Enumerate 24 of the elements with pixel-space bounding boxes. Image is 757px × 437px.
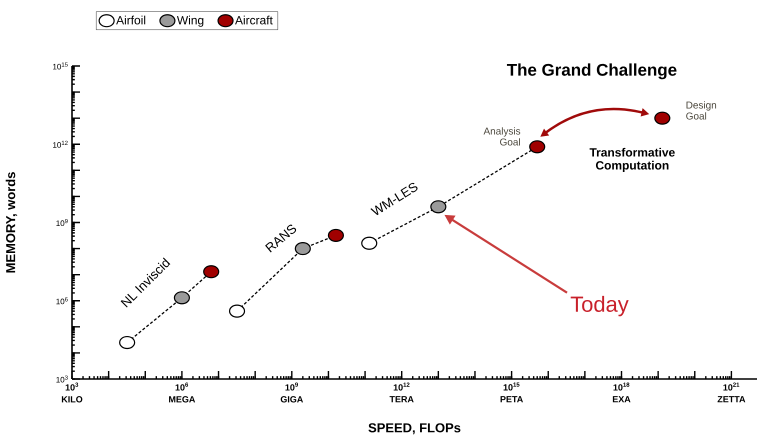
x-tick-label: 10$^{21}$	[723, 382, 740, 391]
x-tick-label: 10$^{18}$	[614, 382, 630, 391]
legend-label: Aircraft	[235, 16, 273, 24]
x-tick-label: 10$^{15}$	[504, 382, 520, 391]
text: GIGA	[280, 396, 304, 402]
text: KILO	[62, 396, 82, 402]
annotation: Analysis Goal	[484, 127, 520, 146]
text: MEGA	[169, 396, 196, 402]
x-tick-label: 10$^{12}$	[394, 382, 410, 391]
annotation: Design Goal	[686, 101, 716, 120]
annotation: Today	[570, 296, 629, 316]
text: PETA	[500, 396, 523, 402]
x-tick-label: 10$^{6}$	[176, 382, 188, 391]
text: TERA	[390, 396, 414, 402]
x-tick-label: 10$^{3}$	[66, 382, 78, 391]
annotation: The Grand Challenge	[506, 63, 677, 80]
x-tick-label: 10$^{9}$	[285, 382, 298, 391]
legend-label: Wing	[176, 16, 204, 27]
x-axis-title: SPEED, FLOPs	[368, 423, 460, 434]
legend-label: Airfoil	[116, 16, 146, 24]
text: ZETTA	[718, 396, 746, 402]
annotation: Transformative Computation	[590, 148, 675, 172]
y-axis-title: MEMORY, words	[6, 172, 18, 272]
text: EXA	[612, 396, 630, 402]
